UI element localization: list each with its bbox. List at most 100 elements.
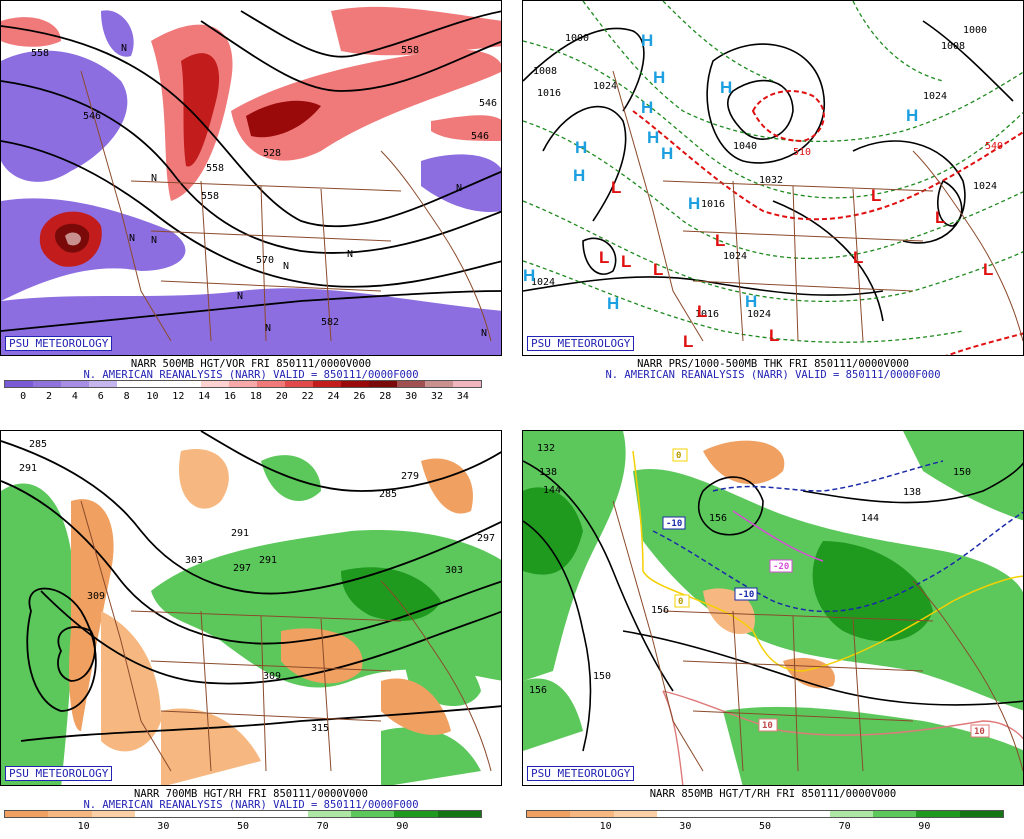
low-pressure-symbol: L [697, 302, 707, 321]
high-pressure-symbol: H [688, 194, 700, 213]
colorbar-swatch [527, 811, 571, 817]
isotherm-label: 0 [676, 451, 681, 461]
low-pressure-symbol: L [653, 260, 663, 279]
colorbar-swatch [134, 811, 179, 817]
isobar-label: 1016 [537, 88, 561, 99]
isotherm-label: 10 [974, 727, 985, 737]
colorbar-swatch [48, 811, 92, 817]
low-pressure-symbol: L [683, 332, 693, 351]
colorbar-tick-label: 30 [679, 821, 692, 832]
panel-700mb-humidity: 285 291 297 303 309 291 297 303 309 315 … [0, 430, 502, 839]
height-label: 303 [445, 565, 463, 576]
height-label: 150 [593, 671, 611, 682]
colorbar-tick-label: 50 [758, 821, 772, 832]
height-label: 546 [471, 131, 489, 142]
height-label: 285 [29, 439, 47, 450]
height-label: 297 [477, 533, 495, 544]
height-label: 582 [321, 317, 339, 328]
vorticity-min-symbol: N [265, 323, 271, 334]
high-pressure-symbol: H [641, 31, 653, 50]
product-caption: NARR PRS/1000-500MB THK FRI 850111/0000V… [637, 358, 909, 370]
high-pressure-symbol: H [720, 78, 732, 97]
psu-meteorology-badge: PSU METEOROLOGY [5, 766, 113, 781]
high-pressure-symbol: H [906, 106, 918, 125]
colorbar-tick-label: 20 [275, 391, 288, 402]
colorbar-tick-label: 10 [599, 821, 612, 832]
colorbar-tick-label: 10 [77, 821, 90, 832]
high-pressure-symbol: H [647, 128, 659, 147]
high-pressure-symbol: H [745, 292, 757, 311]
isobar-label: 1008 [533, 66, 557, 77]
colorbar-swatch [743, 811, 787, 817]
colorbar-swatch [453, 381, 481, 387]
height-label: 558 [401, 45, 419, 56]
map-pressure-thickness: 1000 1008 1016 1024 1040 1032 1024 1024 … [522, 0, 1024, 356]
height-label: 528 [263, 148, 281, 159]
height-label: 156 [529, 685, 547, 696]
colorbar-swatch [313, 381, 341, 387]
colorbar-tick-label: 90 [918, 821, 931, 832]
colorbar-tick-label: 2 [45, 391, 52, 402]
colorbar-tick-label: 34 [456, 391, 469, 402]
colorbar-swatch [873, 811, 917, 817]
low-pressure-symbol: L [599, 248, 609, 267]
colorbar-swatch [221, 811, 265, 817]
isobar-label: 1024 [973, 181, 997, 192]
psu-meteorology-badge: PSU METEOROLOGY [527, 336, 635, 351]
low-pressure-symbol: L [611, 178, 621, 197]
height-label: 546 [479, 98, 497, 109]
vorticity-colorbar [4, 380, 482, 388]
colorbar-swatch [700, 811, 744, 817]
colorbar-ticks: 10 30 50 70 90 [4, 821, 482, 833]
colorbar-swatch [829, 811, 874, 817]
panel-500mb-vorticity: 558 546 558 528 558 570 582 546 558 546 … [0, 0, 502, 409]
humidity-colorbar [526, 810, 1004, 818]
high-pressure-symbol: H [573, 166, 585, 185]
colorbar-swatch [425, 381, 453, 387]
isobar-label: 1024 [593, 81, 617, 92]
high-pressure-symbol: H [641, 98, 653, 117]
height-label: 279 [401, 471, 419, 482]
isotherm-label: -10 [666, 519, 682, 529]
panel-pressure-thickness: 1000 1008 1016 1024 1040 1032 1024 1024 … [522, 0, 1024, 409]
map-700mb-humidity: 285 291 297 303 309 291 297 303 309 315 … [0, 430, 502, 786]
colorbar-tick-label: 10 [146, 391, 159, 402]
height-label: 558 [206, 163, 224, 174]
colorbar-tick-label: 90 [396, 821, 409, 832]
height-label: 297 [233, 563, 251, 574]
colorbar-swatch [117, 381, 145, 387]
colorbar-tick-label: 6 [97, 391, 104, 402]
vorticity-min-symbol: N [121, 43, 127, 54]
high-pressure-symbol: H [523, 266, 535, 285]
low-pressure-symbol: L [853, 248, 863, 267]
colorbar-swatch [33, 381, 61, 387]
colorbar-tick-label: 70 [316, 821, 329, 832]
thickness-label: 540 [985, 141, 1003, 152]
isobar-label: 1016 [701, 199, 725, 210]
colorbar-swatch [351, 811, 395, 817]
colorbar-swatch [229, 381, 257, 387]
height-label: 291 [259, 555, 277, 566]
height-label: 144 [861, 513, 879, 524]
height-label: 150 [953, 467, 971, 478]
isobar-label: 1000 [565, 33, 589, 44]
height-label: 138 [539, 467, 557, 478]
colorbar-swatch [5, 811, 49, 817]
colorbar-swatch [91, 811, 135, 817]
colorbar-swatch [201, 381, 229, 387]
map-500mb-vorticity: 558 546 558 528 558 570 582 546 558 546 … [0, 0, 502, 356]
high-pressure-symbol: H [607, 294, 619, 313]
colorbar-tick-label: 30 [157, 821, 170, 832]
height-label: 558 [31, 48, 49, 59]
vorticity-min-symbol: N [129, 233, 135, 244]
high-pressure-symbol: H [653, 68, 665, 87]
product-caption: NARR 850MB HGT/T/RH FRI 850111/0000V000 [649, 788, 897, 800]
height-label: 291 [19, 463, 37, 474]
colorbar-tick-label: 50 [236, 821, 250, 832]
colorbar-tick-label: 26 [353, 391, 366, 402]
product-caption: NARR 700MB HGT/RH FRI 850111/0000V000 [134, 788, 368, 800]
colorbar-swatch [570, 811, 614, 817]
colorbar-swatch [89, 381, 117, 387]
colorbar-swatch [5, 381, 33, 387]
isotherm-label: 10 [762, 721, 773, 731]
